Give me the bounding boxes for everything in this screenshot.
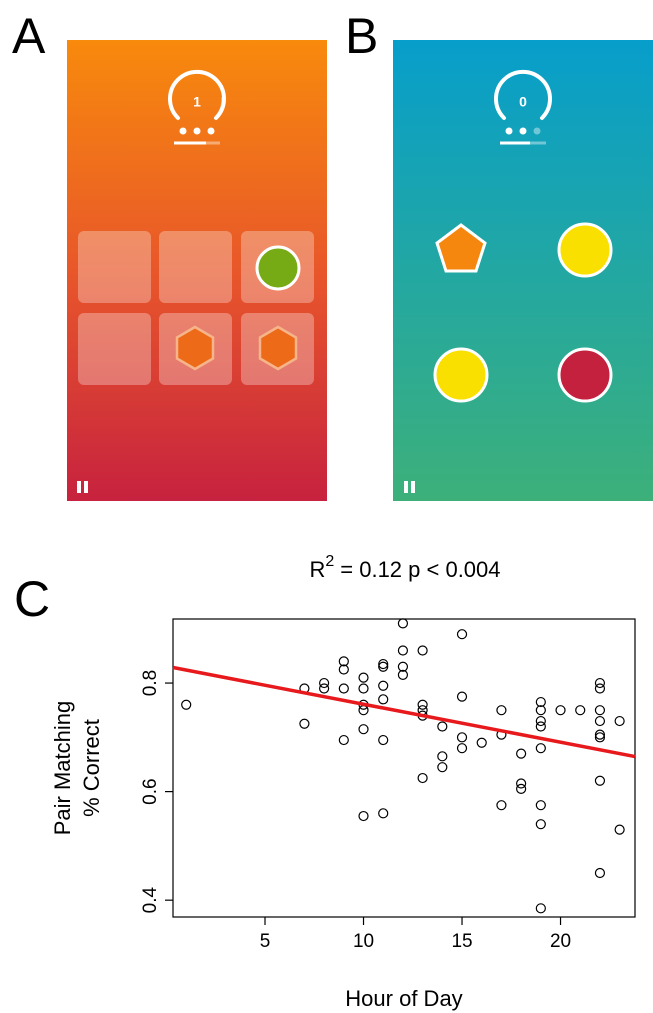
data-point	[320, 679, 329, 688]
x-tick-label: 5	[260, 931, 271, 952]
data-point	[438, 763, 447, 772]
data-point	[517, 784, 526, 793]
data-point	[556, 706, 565, 715]
plot-frame	[173, 619, 635, 917]
data-point	[517, 779, 526, 788]
data-point	[359, 812, 368, 821]
data-point	[438, 752, 447, 761]
data-point	[458, 630, 467, 639]
phone-screen-b: 0	[393, 40, 653, 501]
y-axis-label: % Correct	[79, 719, 104, 817]
data-point	[379, 736, 388, 745]
data-point	[615, 717, 624, 726]
data-point	[359, 673, 368, 682]
title-part: R	[309, 557, 325, 582]
data-point	[379, 809, 388, 818]
data-point	[536, 904, 545, 913]
y-tick-label: 0.6	[140, 778, 161, 804]
data-point	[576, 706, 585, 715]
data-point	[517, 749, 526, 758]
x-axis-label: Hour of Day	[345, 986, 462, 1011]
data-point	[595, 869, 604, 878]
data-point	[458, 744, 467, 753]
x-tick-label: 15	[451, 931, 472, 952]
data-point	[477, 738, 486, 747]
data-point	[182, 700, 191, 709]
data-point	[359, 706, 368, 715]
data-point	[497, 801, 506, 810]
data-point	[418, 774, 427, 783]
data-point	[398, 619, 407, 628]
data-point	[595, 684, 604, 693]
data-point	[615, 825, 624, 834]
y-tick-label: 0.4	[140, 887, 161, 914]
data-point	[536, 717, 545, 726]
data-point	[595, 679, 604, 688]
data-point	[418, 646, 427, 655]
data-point	[458, 733, 467, 742]
figure: A 1 B 0 C R2=	[0, 0, 653, 1013]
title-sup: 2	[325, 553, 334, 570]
data-point	[595, 776, 604, 785]
phone-screen-a: 1	[67, 40, 327, 501]
data-point	[438, 722, 447, 731]
data-point	[320, 684, 329, 693]
data-point	[497, 706, 506, 715]
title-part: = 0.12 p < 0.004	[340, 557, 500, 582]
x-tick-label: 10	[353, 931, 374, 952]
data-point	[379, 681, 388, 690]
x-tick-label: 20	[550, 931, 571, 952]
data-point	[379, 695, 388, 704]
data-point	[536, 744, 545, 753]
data-point	[359, 725, 368, 734]
data-point	[339, 736, 348, 745]
data-point	[595, 706, 604, 715]
data-point	[339, 684, 348, 693]
data-point	[359, 684, 368, 693]
y-axis-label: Pair Matching	[50, 701, 75, 836]
score: 1	[193, 94, 201, 110]
y-tick-label: 0.8	[140, 670, 161, 696]
data-point	[398, 646, 407, 655]
data-point	[300, 719, 309, 728]
regression-line	[173, 667, 635, 756]
data-point	[595, 717, 604, 726]
panel-label: A	[12, 8, 46, 64]
data-point	[536, 722, 545, 731]
chart-title: R2 = 0.12 p < 0.004	[309, 553, 500, 582]
data-point	[458, 692, 467, 701]
data-point	[536, 801, 545, 810]
score: 0	[519, 94, 527, 110]
data-point	[536, 820, 545, 829]
panel-label: B	[345, 8, 378, 64]
panel-label: C	[14, 571, 50, 627]
data-point	[418, 700, 427, 709]
